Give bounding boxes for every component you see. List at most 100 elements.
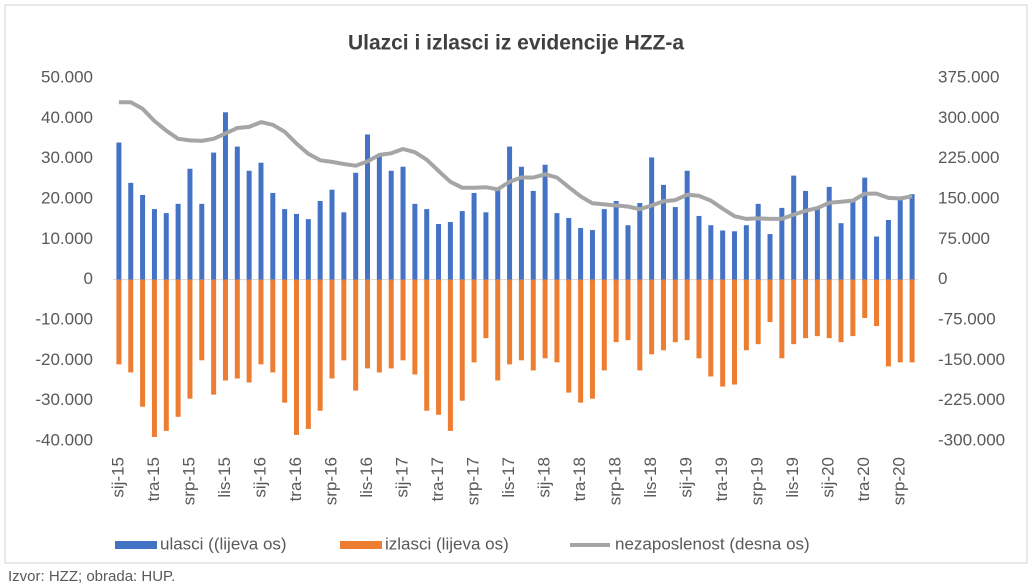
bar <box>885 219 891 280</box>
bar <box>660 279 666 351</box>
x-tick-label: srp-19 <box>748 457 767 505</box>
x-tick-label: sij-17 <box>393 457 412 498</box>
bar <box>151 279 157 437</box>
y2-tick-label: 225.000 <box>938 148 999 167</box>
bar <box>897 197 903 280</box>
bar <box>589 279 595 399</box>
bar <box>767 234 773 280</box>
bar <box>566 217 572 280</box>
bar <box>909 279 915 363</box>
x-tick-label: sij-19 <box>677 457 696 498</box>
bar <box>720 230 726 280</box>
y2-tick-label: 150.000 <box>938 188 999 207</box>
x-tick-label: tra-17 <box>428 457 447 501</box>
bar <box>436 279 442 415</box>
bar <box>305 279 311 429</box>
x-tick-label: sij-15 <box>108 457 127 498</box>
bar <box>412 279 418 375</box>
bar <box>649 279 655 355</box>
bar <box>305 219 311 280</box>
bar <box>317 201 323 280</box>
y-tick-label: -30.000 <box>35 390 93 409</box>
bar <box>211 152 217 280</box>
bar <box>365 134 371 280</box>
bar <box>424 209 430 280</box>
y2-tick-label: -75.000 <box>938 309 996 328</box>
x-tick-label: tra-18 <box>570 457 589 501</box>
bar <box>826 186 832 280</box>
bar <box>625 225 631 280</box>
bar <box>317 279 323 411</box>
bar <box>897 279 903 363</box>
bar <box>578 228 584 280</box>
y2-tick-label: -300.000 <box>938 430 1005 449</box>
bar <box>376 279 382 373</box>
y2-tick-label: 300.000 <box>938 108 999 127</box>
legend-swatch <box>115 541 157 549</box>
bar <box>578 279 584 403</box>
bar <box>140 279 146 407</box>
bar <box>222 279 228 381</box>
legend-label: nezaposlenost (desna os) <box>615 534 810 553</box>
bar <box>365 279 371 369</box>
bar <box>672 207 678 280</box>
bar <box>684 279 690 341</box>
bar <box>613 279 619 343</box>
bar <box>518 166 524 280</box>
bar <box>743 225 749 280</box>
bar <box>246 170 252 280</box>
y2-tick-label: 75.000 <box>938 229 990 248</box>
y-tick-label: 30.000 <box>41 148 93 167</box>
bar <box>708 225 714 280</box>
bar <box>376 154 382 280</box>
bar <box>826 279 832 339</box>
bar <box>779 207 785 280</box>
legend-label: izlasci (lijeva os) <box>385 534 509 553</box>
x-tick-label: srp-15 <box>179 457 198 505</box>
bar <box>163 279 169 431</box>
bar <box>282 279 288 403</box>
bar <box>637 279 643 371</box>
bar <box>471 192 477 280</box>
bar <box>211 279 217 395</box>
x-tick-label: tra-20 <box>854 457 873 501</box>
bar <box>270 192 276 280</box>
bar <box>187 168 193 280</box>
y2-tick-label: 0 <box>938 269 947 288</box>
bar <box>128 182 134 280</box>
bar <box>838 223 844 280</box>
bar <box>530 279 536 371</box>
bar <box>684 170 690 280</box>
bar <box>814 279 820 337</box>
bar <box>447 221 453 280</box>
bar <box>625 279 631 341</box>
x-tick-label: srp-16 <box>321 457 340 505</box>
bar <box>755 203 761 280</box>
bar <box>791 175 797 280</box>
source-note: Izvor: HZZ; obrada: HUP. <box>8 568 175 585</box>
bar <box>518 279 524 361</box>
legend-swatch <box>340 541 382 549</box>
bar <box>779 279 785 359</box>
x-tick-label: lis-17 <box>499 457 518 498</box>
bar <box>341 212 347 280</box>
bar <box>140 194 146 280</box>
bar <box>187 279 193 399</box>
bar <box>649 157 655 280</box>
y-tick-label: -20.000 <box>35 350 93 369</box>
x-tick-label: srp-18 <box>606 457 625 505</box>
bar <box>755 279 761 345</box>
bar <box>696 215 702 280</box>
bar <box>234 279 240 379</box>
bar <box>293 213 299 280</box>
bar <box>767 279 773 323</box>
y-tick-label: 10.000 <box>41 229 93 248</box>
bar <box>412 203 418 280</box>
bar <box>862 177 868 280</box>
line-series <box>118 100 913 221</box>
bar <box>199 203 205 280</box>
y-tick-label: 20.000 <box>41 188 93 207</box>
bar <box>400 279 406 361</box>
bar <box>660 184 666 280</box>
bar <box>601 279 607 371</box>
